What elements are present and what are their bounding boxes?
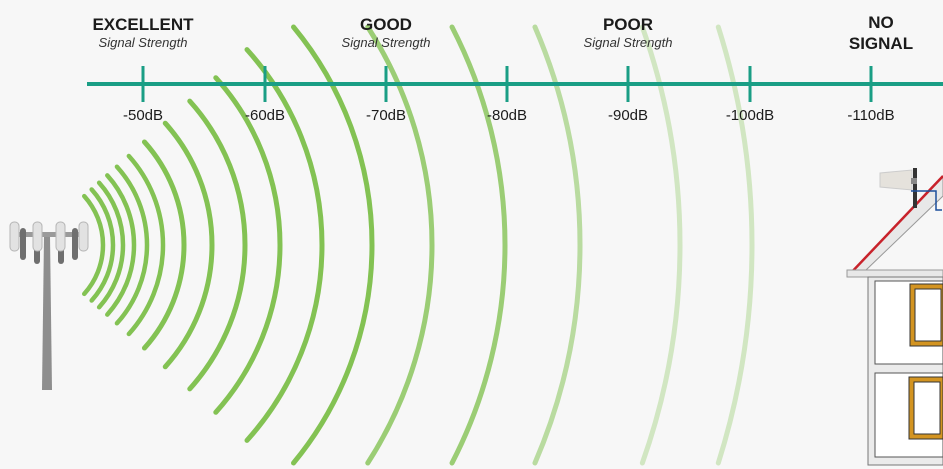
signal-wave [96,180,126,310]
signal-wave [114,164,150,326]
tick-label: -90dB [607,107,649,124]
signal-wave [213,75,283,415]
signal-wave [105,173,137,317]
category-label: NO SIGNAL [848,13,914,53]
tick-label: -70dB [365,107,407,124]
category-no-signal: NO SIGNAL [846,12,916,54]
category-label: POOR [602,15,654,34]
signal-wave [187,98,248,392]
category-label: EXCELLENT [92,15,194,34]
category-excellent: EXCELLENT Signal Strength [92,14,193,50]
tick-label: -110dB [847,107,895,124]
signal-wave [81,193,106,297]
tick-label: -60dB [244,107,286,124]
category-sublabel: Signal Strength [583,35,673,50]
signal-wave [244,47,325,443]
category-good: GOOD Signal Strength [342,14,431,50]
tick-label: -100dB [725,107,775,124]
tick-label: -80dB [486,107,528,124]
category-sublabel: Signal Strength [98,35,188,50]
category-sublabel: Signal Strength [341,35,431,50]
category-label: GOOD [360,15,412,34]
signal-wave [89,187,116,303]
signal-wave [126,153,166,337]
antenna-icon [879,168,942,211]
signal-wave [141,139,187,351]
category-poor: POOR Signal Strength [584,14,673,50]
signal-wave [162,120,215,370]
tick-label: -50dB [122,107,164,124]
